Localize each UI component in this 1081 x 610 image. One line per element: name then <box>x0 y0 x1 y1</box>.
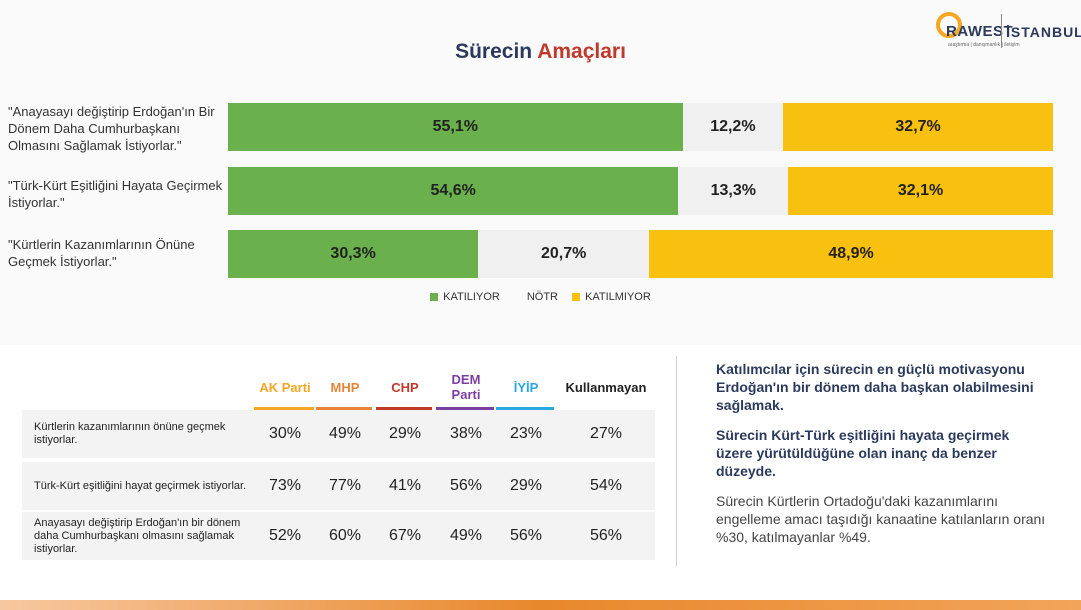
bar-row-label: "Türk-Kürt Eşitliğini Hayata Geçirmek İs… <box>8 178 223 210</box>
logo-city: İSTANBUL <box>1006 24 1081 40</box>
legend-swatch <box>514 293 522 301</box>
table-header-underline <box>496 407 554 410</box>
bar-segment-agree: 30,3% <box>228 230 479 278</box>
table-cell: 56% <box>509 527 543 544</box>
bar-segment-disagree: 32,7% <box>783 103 1053 151</box>
page-title: Sürecin Amaçları <box>455 40 626 63</box>
bar-segment-neutral: 13,3% <box>678 167 789 215</box>
table-row <box>22 512 655 560</box>
bar-segment-neutral: 20,7% <box>478 230 650 278</box>
notes-panel: Katılımcılar için sürecin en güçlü motiv… <box>716 360 1046 558</box>
note-paragraph: Katılımcılar için sürecin en güçlü motiv… <box>716 361 1034 413</box>
table-header-underline <box>436 407 494 410</box>
bar-segment-disagree: 48,9% <box>649 230 1053 278</box>
legend-swatch <box>572 293 580 301</box>
rawest-logo: RAWEST İSTANBUL araştırma | danışmanlık … <box>936 10 1081 50</box>
footer-gradient-bar <box>0 600 1081 610</box>
bar-row: 55,1% 12,2% 32,7% <box>228 103 1053 151</box>
bar-row-label: "Anayasayı değiştirip Erdoğan'ın Bir Dön… <box>8 104 215 153</box>
table-cell: 67% <box>388 527 422 544</box>
bar-segment-agree: 55,1% <box>228 103 683 151</box>
table-row-label: Anayasayı değiştirip Erdoğan'ın bir döne… <box>34 516 241 555</box>
table-cell: 52% <box>268 527 302 544</box>
table-header: Kullanmayan <box>565 379 647 395</box>
note-paragraph: Sürecin Kürtlerin Ortadoğu'daki kazanıml… <box>716 493 1046 545</box>
legend-item: KATILIYOR <box>430 291 500 303</box>
table-header: İYİP <box>513 379 539 395</box>
table-cell: 56% <box>449 477 483 494</box>
legend-item: KATILMIYOR <box>572 291 651 303</box>
table-row <box>22 462 655 510</box>
chart-legend: KATILIYOR NÖTR KATILMIYOR <box>0 291 1081 303</box>
table-header-underline <box>376 407 432 410</box>
logo-separator <box>1001 14 1002 48</box>
bar-segment-disagree: 32,1% <box>788 167 1053 215</box>
table-cell: 23% <box>509 425 543 442</box>
table-cell: 77% <box>328 477 362 494</box>
legend-label: KATILIYOR <box>443 291 500 303</box>
section-divider <box>676 356 677 566</box>
bar-segment-agree: 54,6% <box>228 167 679 215</box>
table-cell: 60% <box>328 527 362 544</box>
legend-item: NÖTR <box>514 291 558 303</box>
legend-swatch <box>430 293 439 301</box>
table-row <box>22 410 655 458</box>
table-cell: 49% <box>449 527 483 544</box>
table-header-underline <box>316 407 372 410</box>
table-cell: 41% <box>388 477 422 494</box>
table-header-underline <box>254 407 314 410</box>
legend-label: KATILMIYOR <box>585 291 651 303</box>
logo-tagline: araştırma | danışmanlık | iletişim <box>948 42 1020 48</box>
logo-ring-icon <box>936 12 962 38</box>
table-cell: 73% <box>268 477 302 494</box>
table-header: CHP <box>391 379 419 395</box>
table-header: DEM Parti <box>451 372 481 402</box>
table-cell: 38% <box>449 425 483 442</box>
bar-row: 54,6% 13,3% 32,1% <box>228 167 1053 215</box>
table-cell: 29% <box>509 477 543 494</box>
logo-name: RAWEST <box>946 23 1014 40</box>
table-cell: 29% <box>388 425 422 442</box>
bar-row: 30,3% 20,7% 48,9% <box>228 230 1053 278</box>
table-cell: 54% <box>589 477 623 494</box>
table-cell: 30% <box>268 425 302 442</box>
bar-segment-neutral: 12,2% <box>682 103 784 151</box>
bar-row-label: "Kürtlerin Kazanımlarının Önüne Geçmek İ… <box>8 237 195 269</box>
table-header: AK Parti <box>259 379 311 395</box>
table-cell: 49% <box>328 425 362 442</box>
table-header: MHP <box>330 379 360 395</box>
note-paragraph: Sürecin Kürt-Türk eşitliğini hayata geçi… <box>716 427 1010 479</box>
table-row-label: Türk-Kürt eşitliğini hayat geçirmek isti… <box>34 479 247 492</box>
table-cell: 56% <box>589 527 623 544</box>
table-cell: 27% <box>589 425 623 442</box>
table-row-label: Kürtlerin kazanımlarının önüne geçmek is… <box>34 421 226 446</box>
legend-label: NÖTR <box>526 291 558 303</box>
